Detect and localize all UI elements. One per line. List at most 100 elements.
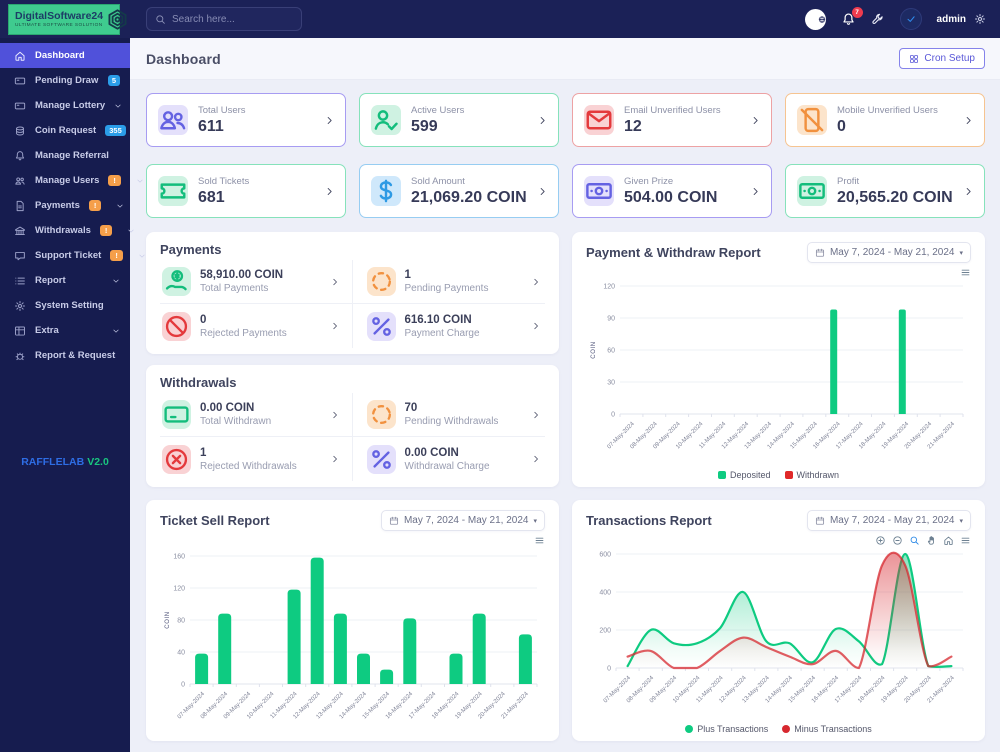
caret-down-icon: ▾: [533, 517, 537, 525]
sidebar-item-dashboard[interactable]: Dashboard: [0, 43, 130, 68]
sidebar-item-label: Manage Lottery: [35, 100, 106, 111]
stat-card-value: 504.00 COIN: [624, 188, 718, 206]
footer-brand: RAFFLELAB: [21, 456, 85, 468]
mini-item-rejected-withdrawals[interactable]: 1 Rejected Withdrawals: [160, 437, 353, 481]
mini-item-label: Pending Withdrawals: [404, 416, 499, 427]
sidebar-item-manage-referral[interactable]: Manage Referral: [0, 143, 130, 168]
sidebar-item-label: Report: [35, 275, 66, 286]
chevron-down-icon: [112, 327, 120, 335]
legend-label: Minus Transactions: [794, 724, 872, 734]
stat-card-label: Sold Amount: [411, 175, 465, 187]
panel-head: Payment & Withdraw Report May 7, 2024 - …: [586, 242, 971, 263]
mini-item-label: Pending Payments: [404, 283, 489, 294]
stat-card-total-users[interactable]: Total Users 611: [146, 93, 346, 147]
legend-item-plus-transactions[interactable]: Plus Transactions: [685, 724, 768, 734]
mini-item-total-payments[interactable]: 58,910.00 COIN Total Payments: [160, 260, 353, 304]
user-name[interactable]: admin: [936, 13, 966, 25]
chart-menu-icon[interactable]: [960, 535, 971, 546]
cron-setup-button[interactable]: Cron Setup: [899, 48, 985, 69]
mini-item-payment-charge[interactable]: 616.10 COIN Payment Charge: [353, 304, 546, 348]
stat-card-value: 0: [837, 117, 846, 135]
user-avatar[interactable]: [899, 8, 922, 30]
mini-item-pending-withdrawals[interactable]: 70 Pending Withdrawals: [352, 393, 545, 437]
chevron-right-icon: [324, 115, 335, 126]
svg-text:400: 400: [599, 590, 611, 597]
sidebar-item-payments[interactable]: Payments!: [0, 193, 130, 218]
mini-item-text: 0.00 COIN Withdrawal Charge: [405, 447, 490, 472]
chart-menu-icon[interactable]: [534, 535, 545, 546]
mini-item-text: 0.00 COIN Total Withdrawn: [200, 402, 271, 427]
svg-text:0: 0: [181, 682, 185, 689]
sidebar-item-report[interactable]: Report: [0, 268, 130, 293]
mini-item-label: Total Withdrawn: [200, 416, 272, 427]
sidebar-item-manage-lottery[interactable]: Manage Lottery: [0, 93, 130, 118]
mini-item-pending-payments[interactable]: 1 Pending Payments: [352, 260, 545, 304]
chevron-down-icon: [112, 277, 120, 285]
search-box[interactable]: [146, 7, 302, 31]
chevron-right-icon: [963, 186, 974, 197]
sidebar-item-pending-draw[interactable]: Pending Draw 5: [0, 68, 130, 93]
date-range-value: May 7, 2024 - May 21, 2024: [829, 515, 955, 526]
legend-marker: [685, 725, 694, 733]
list-icon: [14, 275, 26, 287]
percent-icon: [366, 444, 396, 474]
mini-item-withdrawal-charge[interactable]: 0.00 COIN Withdrawal Charge: [353, 437, 546, 481]
chart-toolbar: [586, 267, 971, 278]
stat-card-label: Sold Tickets: [198, 175, 250, 187]
date-range-select[interactable]: May 7, 2024 - May 21, 2024 ▾: [380, 510, 545, 531]
wrench-button[interactable]: [871, 12, 885, 26]
mini-item-value: 1: [404, 269, 411, 281]
logo-subtitle: ULTIMATE SOFTWARE SOLUTION: [15, 23, 103, 28]
circle-x-icon: [162, 444, 191, 474]
chevron-right-icon: [750, 115, 761, 126]
svg-text:120: 120: [173, 586, 185, 593]
stat-card-profit[interactable]: Profit 20,565.20 COIN: [785, 164, 985, 218]
chart-magnifier-icon[interactable]: [909, 535, 920, 546]
legend-item-minus-transactions[interactable]: Minus Transactions: [782, 724, 872, 734]
date-range-select[interactable]: May 7, 2024 - May 21, 2024 ▾: [806, 510, 971, 531]
chart-menu-icon[interactable]: [960, 267, 971, 278]
panel-head: Ticket Sell Report May 7, 2024 - May 21,…: [160, 510, 545, 531]
stat-card-sold-tickets[interactable]: Sold Tickets 681: [146, 164, 346, 218]
mini-item-total-withdrawn[interactable]: 0.00 COIN Total Withdrawn: [160, 393, 353, 437]
payment-withdraw-chart[interactable]: 120 90 60 30 0 07-May-2024 08-May-2024 09-May-2…: [586, 278, 971, 469]
chevron-down-icon: [116, 202, 124, 210]
sidebar-item-withdrawals[interactable]: Withdrawals!: [0, 218, 134, 243]
notifications-button[interactable]: 7: [841, 6, 863, 27]
sidebar-item-extra[interactable]: Extra: [0, 318, 130, 343]
language-globe-button[interactable]: [804, 8, 826, 30]
chevron-down-icon: [138, 252, 146, 260]
svg-text:COIN: COIN: [165, 611, 171, 628]
ticket-sell-report-panel: Ticket Sell Report May 7, 2024 - May 21,…: [146, 500, 559, 741]
svg-text:90: 90: [607, 316, 615, 323]
sidebar-item-support-ticket[interactable]: Support Ticket!: [0, 243, 145, 268]
date-range-select[interactable]: May 7, 2024 - May 21, 2024 ▾: [806, 242, 971, 263]
legend-item-withdrawn[interactable]: Withdrawn: [784, 470, 839, 480]
settings-gear-icon[interactable]: [974, 13, 986, 25]
svg-text:120: 120: [603, 284, 615, 291]
ticket-icon: [158, 176, 188, 206]
stat-card-active-users[interactable]: Active Users 599: [359, 93, 559, 147]
stat-card-mobile-unverified-users[interactable]: Mobile Unverified Users 0: [785, 93, 985, 147]
chart-zoom-in-icon[interactable]: [875, 535, 886, 546]
legend-item-deposited[interactable]: Deposited: [717, 470, 771, 480]
stat-card-sold-amount[interactable]: Sold Amount 21,069.20 COIN: [359, 164, 559, 218]
sidebar-item-coin-request[interactable]: Coin Request 355: [0, 118, 130, 143]
chart-zoom-out-icon[interactable]: [892, 535, 903, 546]
sidebar-item-report-request[interactable]: Report & Request: [0, 343, 130, 368]
stat-card-given-prize[interactable]: Given Prize 504.00 COIN: [572, 164, 772, 218]
sidebar-item-manage-users[interactable]: Manage Users!: [0, 168, 143, 193]
stat-card-email-unverified-users[interactable]: Email Unverified Users 12: [572, 93, 772, 147]
chart-toolbar: [160, 535, 545, 546]
sidebar-badge: 5: [107, 74, 120, 87]
sidebar-item-system-setting[interactable]: System Setting: [0, 293, 130, 318]
chart-hand-icon[interactable]: [926, 535, 937, 546]
search-input[interactable]: [172, 13, 293, 25]
mini-item-value: 0.00 COIN: [200, 402, 255, 414]
mini-item-rejected-payments[interactable]: 0 Rejected Payments: [160, 304, 353, 348]
chart-home-sm-icon[interactable]: [943, 535, 954, 546]
ticket-sell-chart[interactable]: 160 120 80 40 0 07-May-2024 08-May-2024 09-May-…: [160, 546, 545, 739]
svg-text:600: 600: [599, 552, 611, 559]
transactions-chart[interactable]: 600 400 200 0 07-May-2024 08-May-2024 09-May-2…: [586, 546, 971, 723]
brand-logo[interactable]: DigitalSoftware24 ULTIMATE SOFTWARE SOLU…: [8, 3, 127, 35]
